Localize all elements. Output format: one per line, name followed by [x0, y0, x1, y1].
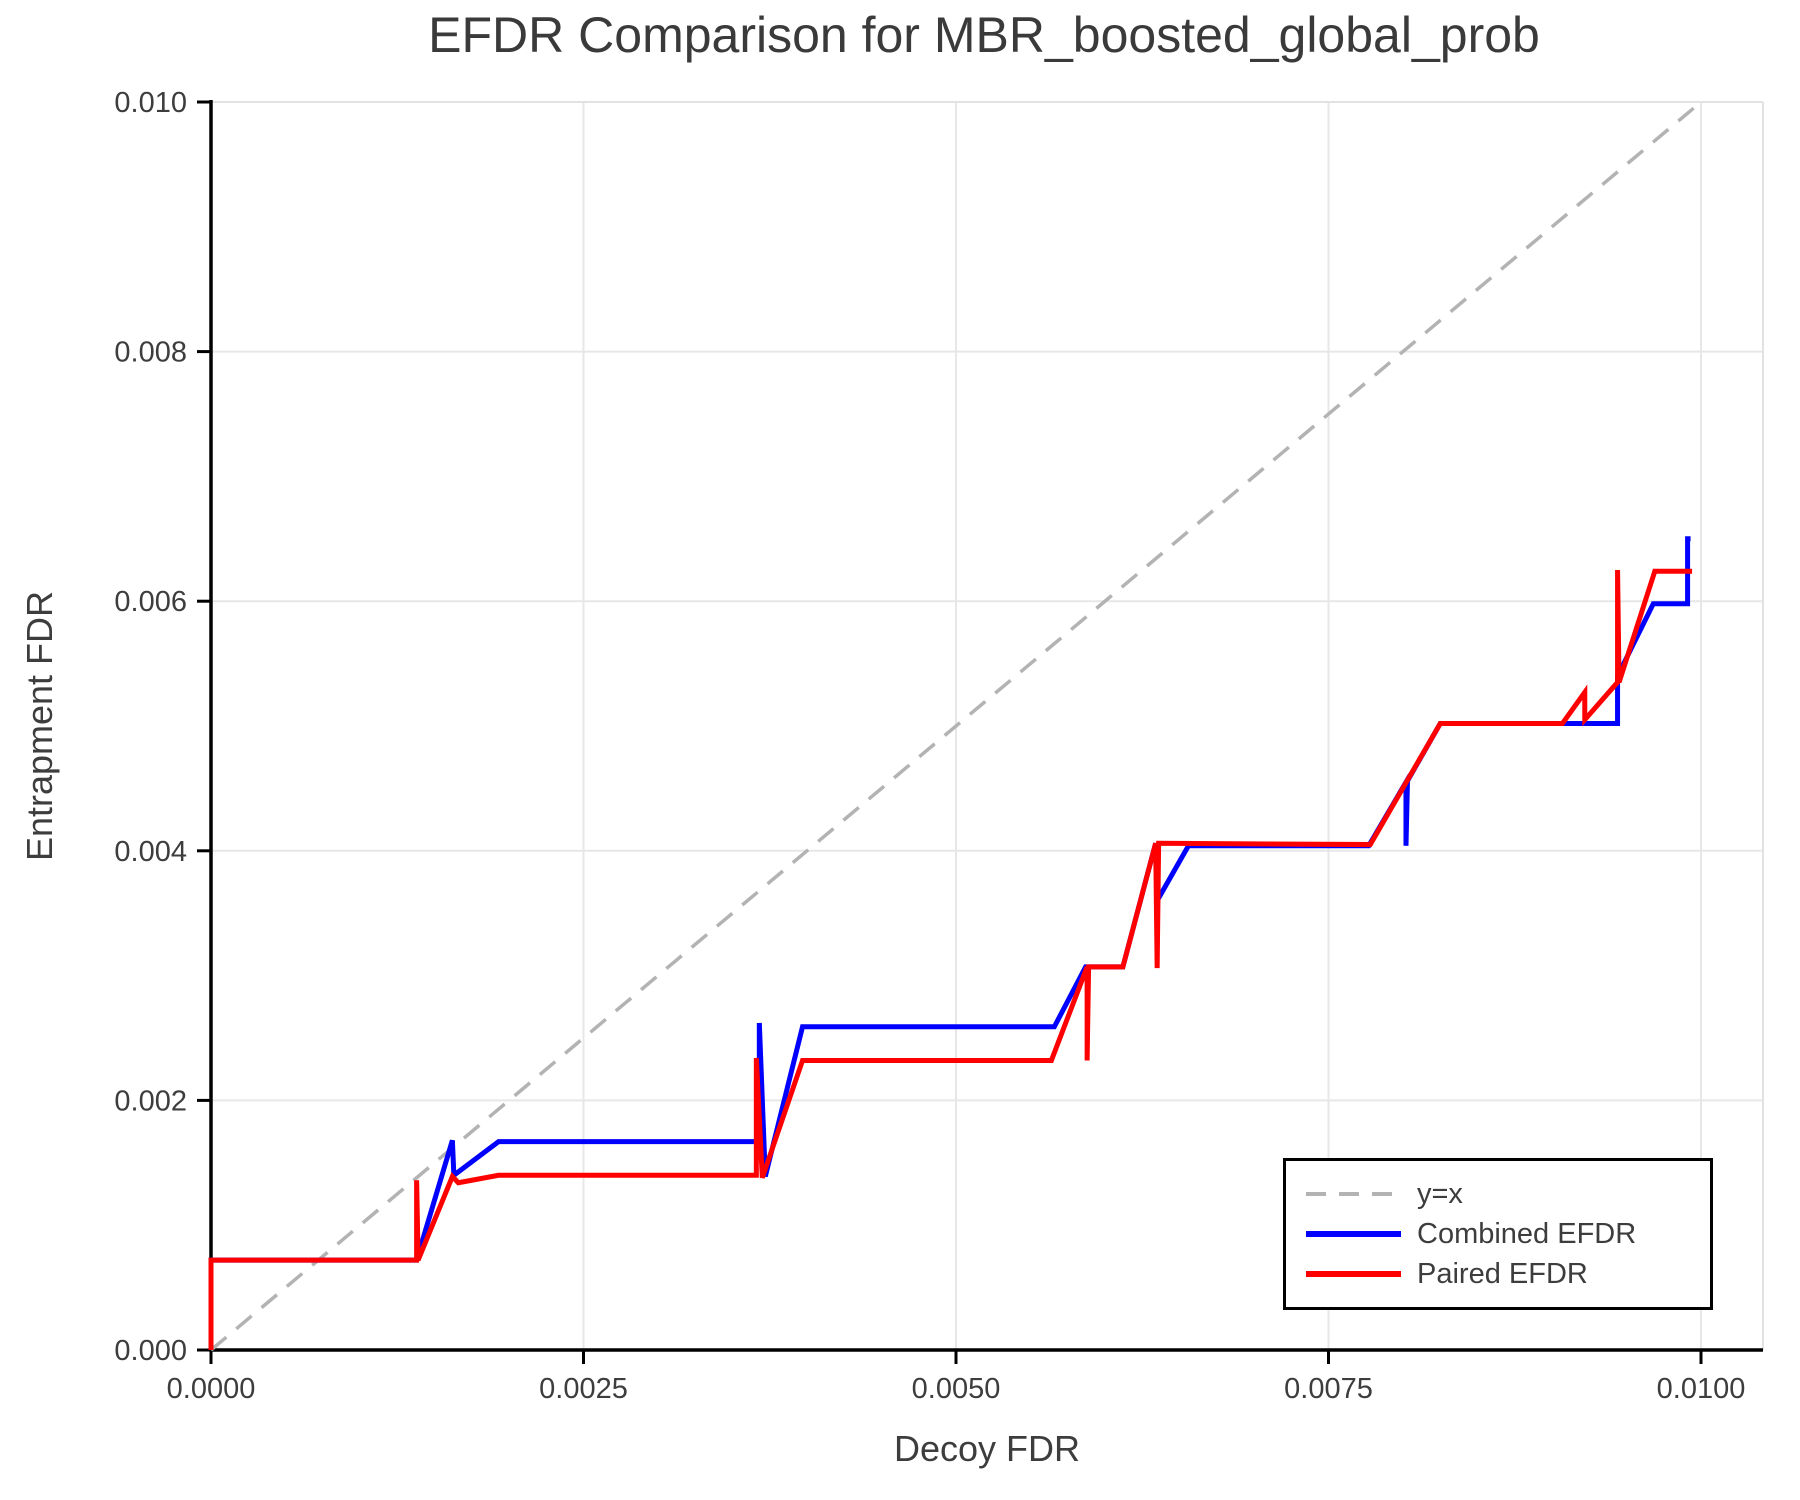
legend-entry-combined-efdr: Combined EFDR: [1306, 1214, 1710, 1254]
legend-entry-paired-efdr: Paired EFDR: [1306, 1254, 1710, 1294]
svg-text:0.0075: 0.0075: [1284, 1373, 1373, 1405]
axis-spines: [209, 100, 1763, 1352]
svg-text:0.000: 0.000: [114, 1335, 187, 1367]
svg-text:0.0000: 0.0000: [167, 1373, 256, 1405]
legend-label: Combined EFDR: [1417, 1217, 1637, 1250]
svg-text:0.002: 0.002: [114, 1085, 187, 1117]
legend-line-sample: [1306, 1271, 1401, 1277]
legend-line-sample: [1306, 1192, 1401, 1196]
chart-title: EFDR Comparison for MBR_boosted_global_p…: [428, 7, 1540, 63]
legend-label: Paired EFDR: [1417, 1257, 1588, 1290]
x-axis-label: Decoy FDR: [893, 1428, 1081, 1469]
svg-text:0.004: 0.004: [114, 836, 187, 868]
axis-ticks: [197, 100, 1703, 1364]
y-tick-labels: 0.000 0.002 0.004 0.006 0.008 0.010: [114, 87, 187, 1367]
legend-label: y=x: [1417, 1177, 1463, 1210]
series-line-y-x: [209, 100, 1703, 1352]
frame-spines-light: [211, 101, 1764, 1350]
x-tick-labels: 0.0000 0.0025 0.0050 0.0075 0.0100: [167, 1373, 1746, 1405]
svg-text:0.0100: 0.0100: [1657, 1373, 1746, 1405]
svg-text:0.0025: 0.0025: [539, 1373, 628, 1405]
series-line-paired-efdr: [208, 568, 1693, 1350]
svg-text:0.008: 0.008: [114, 337, 187, 369]
svg-text:0.010: 0.010: [114, 87, 187, 119]
legend-line-sample: [1306, 1231, 1401, 1237]
legend-entry-y-x: y=x: [1306, 1174, 1710, 1214]
legend: y=x Combined EFDR Paired EFDR: [1283, 1158, 1713, 1310]
svg-text:0.0050: 0.0050: [912, 1373, 1001, 1405]
svg-text:0.006: 0.006: [114, 586, 187, 618]
